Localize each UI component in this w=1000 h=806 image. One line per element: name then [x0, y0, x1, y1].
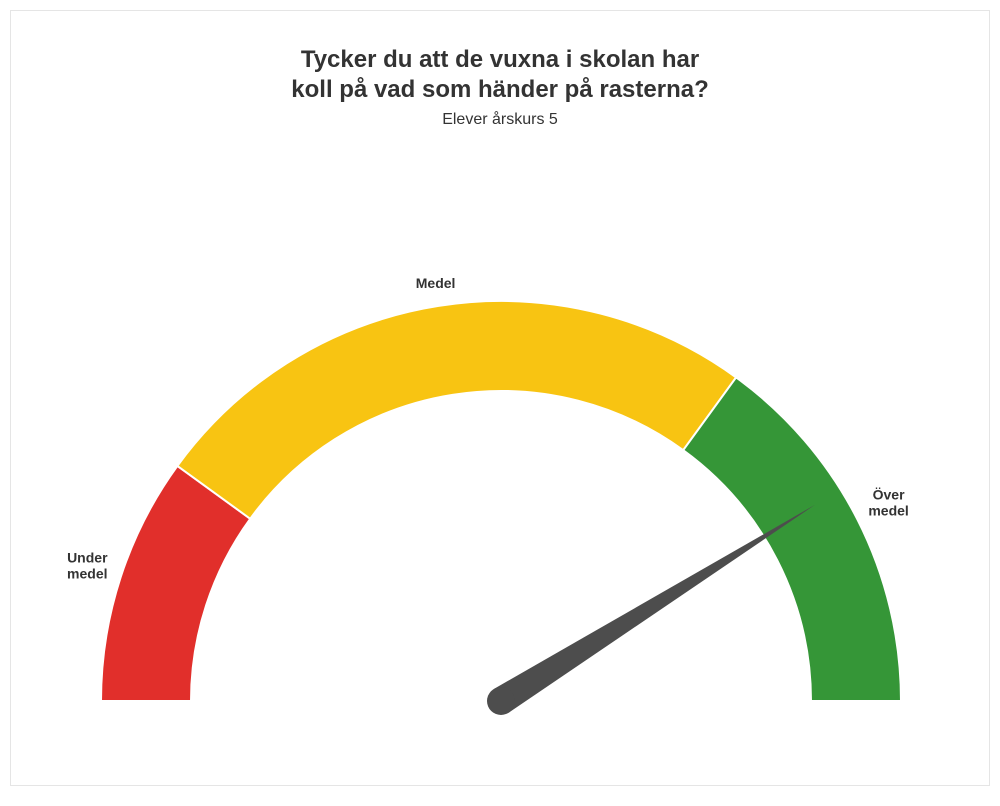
gauge-segment-2: [683, 377, 901, 701]
chart-subtitle: Elever årskurs 5: [11, 111, 989, 129]
gauge-needle-hub: [487, 687, 515, 715]
chart-title-line1: Tycker du att de vuxna i skolan har: [11, 45, 989, 75]
title-block: Tycker du att de vuxna i skolan har koll…: [11, 45, 989, 129]
gauge-chart-card: Tycker du att de vuxna i skolan har koll…: [10, 10, 990, 786]
gauge-needle: [494, 505, 815, 713]
chart-title-line2: koll på vad som händer på rasterna?: [11, 75, 989, 105]
gauge-label-under-medel: Undermedel: [67, 550, 108, 582]
gauge-label-over-medel: Övermedel: [868, 487, 908, 519]
gauge-label-medel: Medel: [416, 275, 456, 291]
gauge-segment-1: [177, 301, 736, 519]
